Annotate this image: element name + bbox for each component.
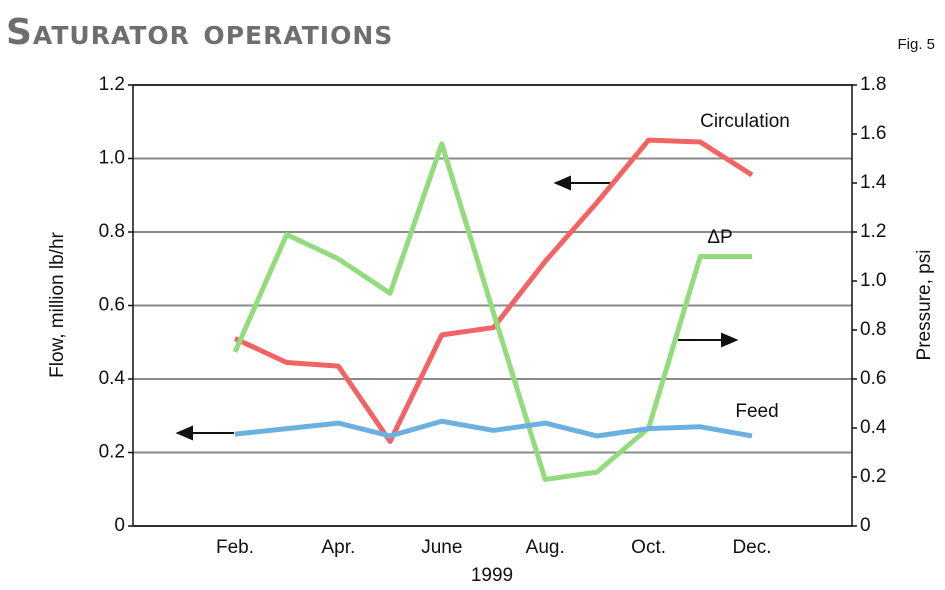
- y2-tick-label: 0.6: [860, 368, 886, 389]
- y-tick-label: 0.8: [99, 221, 125, 242]
- y2-tick-label: 1.0: [860, 270, 886, 291]
- y-tick-label: 0.6: [99, 295, 125, 316]
- series-label: ΔP: [707, 227, 732, 248]
- arrow-head: [553, 175, 571, 191]
- y2-tick-label: 1.4: [860, 172, 887, 193]
- arrow-head: [721, 332, 739, 348]
- y2-axis-label: Pressure, psi: [914, 250, 935, 361]
- x-tick-label: June: [421, 537, 462, 558]
- y2-tick-label: 0.8: [860, 319, 886, 340]
- arrow-head: [175, 425, 193, 441]
- y-tick-label: 1.0: [99, 148, 125, 169]
- y2-tick-label: 0.2: [860, 466, 886, 487]
- x-tick-label: Aug.: [526, 537, 565, 558]
- y2-tick-label: 0.4: [860, 417, 887, 438]
- plot-frame: [132, 84, 853, 527]
- series-label: Circulation: [700, 111, 790, 132]
- x-tick-label: Feb.: [216, 537, 254, 558]
- y-tick-label: 0.2: [99, 442, 125, 463]
- figure-label: Fig. 5: [897, 36, 935, 53]
- y-tick-label: 1.2: [99, 74, 125, 95]
- y2-tick-label: 1.6: [860, 123, 886, 144]
- series-line: [234, 418, 753, 439]
- x-tick-label: Apr.: [321, 537, 355, 558]
- arrows: [175, 175, 739, 441]
- x-axis-label: 1999: [471, 565, 513, 586]
- series-label: Feed: [735, 401, 778, 422]
- y-tick-label: 0: [114, 515, 125, 536]
- chart-title: Saturator operations: [6, 12, 393, 53]
- y2-tick-label: 1.8: [860, 74, 886, 95]
- x-tick-label: Oct.: [631, 537, 666, 558]
- series-line: [232, 141, 752, 482]
- y2-tick-label: 1.2: [860, 221, 886, 242]
- y-axis-label: Flow, million lb/hr: [47, 231, 68, 377]
- y2-tick-label: 0: [860, 515, 871, 536]
- series-line: [233, 137, 754, 444]
- y-tick-label: 0.4: [99, 368, 126, 389]
- x-tick-label: Dec.: [732, 537, 771, 558]
